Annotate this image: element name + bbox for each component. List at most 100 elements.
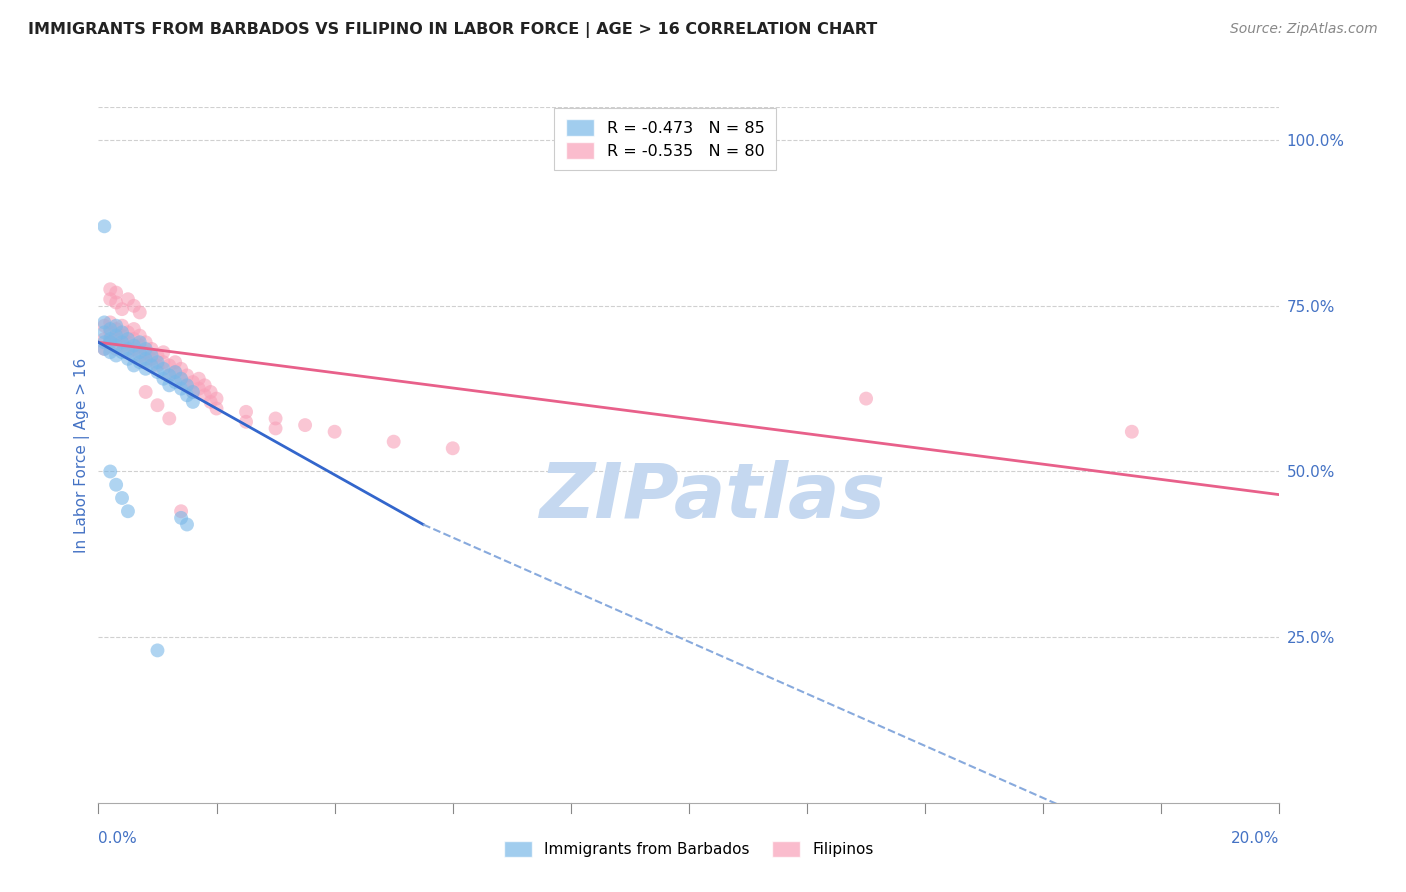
Point — [93, 326, 115, 340]
Point — [152, 361, 174, 376]
Point — [294, 418, 316, 433]
Point — [93, 335, 115, 350]
Point — [382, 434, 405, 449]
Point — [117, 332, 139, 346]
Point — [128, 305, 150, 319]
Point — [200, 395, 222, 409]
Point — [157, 378, 180, 392]
Point — [181, 384, 204, 399]
Point — [117, 292, 139, 306]
Point — [170, 511, 193, 525]
Point — [128, 349, 150, 363]
Point — [176, 378, 198, 392]
Point — [152, 355, 174, 369]
Point — [235, 405, 257, 419]
Point — [105, 285, 128, 300]
Point — [141, 359, 163, 373]
Text: IMMIGRANTS FROM BARBADOS VS FILIPINO IN LABOR FORCE | AGE > 16 CORRELATION CHART: IMMIGRANTS FROM BARBADOS VS FILIPINO IN … — [28, 22, 877, 38]
Point — [117, 342, 139, 356]
Point — [111, 345, 134, 359]
Point — [187, 372, 209, 386]
Point — [146, 355, 169, 369]
Point — [122, 338, 145, 352]
Point — [165, 365, 187, 379]
Point — [98, 326, 121, 340]
Point — [141, 342, 163, 356]
Point — [98, 315, 121, 329]
Point — [117, 345, 139, 359]
Point — [170, 372, 193, 386]
Point — [135, 361, 157, 376]
Point — [105, 477, 128, 491]
Point — [170, 361, 193, 376]
Point — [122, 349, 145, 363]
Point — [117, 351, 139, 366]
Point — [128, 355, 150, 369]
Point — [200, 384, 222, 399]
Point — [323, 425, 346, 439]
Point — [98, 282, 121, 296]
Point — [441, 442, 464, 456]
Point — [111, 328, 134, 343]
Point — [98, 332, 121, 346]
Point — [122, 299, 145, 313]
Point — [105, 342, 128, 356]
Point — [135, 335, 157, 350]
Point — [111, 326, 134, 340]
Point — [146, 349, 169, 363]
Point — [98, 322, 121, 336]
Point — [157, 411, 180, 425]
Point — [98, 465, 121, 479]
Point — [170, 372, 193, 386]
Point — [176, 368, 198, 383]
Point — [165, 355, 187, 369]
Point — [146, 643, 169, 657]
Point — [93, 219, 115, 234]
Point — [157, 359, 180, 373]
Point — [105, 349, 128, 363]
Text: 20.0%: 20.0% — [1232, 830, 1279, 846]
Point — [194, 378, 217, 392]
Point — [128, 345, 150, 359]
Point — [135, 345, 157, 359]
Point — [181, 395, 204, 409]
Point — [855, 392, 877, 406]
Point — [176, 517, 198, 532]
Point — [105, 338, 128, 352]
Point — [117, 504, 139, 518]
Point — [105, 332, 128, 346]
Point — [170, 504, 193, 518]
Legend: Immigrants from Barbados, Filipinos: Immigrants from Barbados, Filipinos — [496, 833, 882, 864]
Point — [141, 349, 163, 363]
Point — [146, 398, 169, 412]
Point — [235, 415, 257, 429]
Point — [98, 335, 121, 350]
Point — [181, 375, 204, 389]
Point — [264, 421, 287, 435]
Point — [128, 328, 150, 343]
Point — [117, 335, 139, 350]
Point — [176, 378, 198, 392]
Point — [105, 322, 128, 336]
Point — [205, 392, 228, 406]
Point — [122, 322, 145, 336]
Point — [111, 491, 134, 505]
Point — [157, 368, 180, 383]
Point — [170, 382, 193, 396]
Point — [122, 332, 145, 346]
Point — [135, 342, 157, 356]
Point — [128, 338, 150, 352]
Point — [111, 302, 134, 317]
Point — [105, 328, 128, 343]
Point — [152, 345, 174, 359]
Point — [111, 338, 134, 352]
Point — [98, 335, 121, 350]
Point — [135, 351, 157, 366]
Point — [165, 375, 187, 389]
Point — [122, 359, 145, 373]
Point — [117, 326, 139, 340]
Point — [157, 368, 180, 383]
Y-axis label: In Labor Force | Age > 16: In Labor Force | Age > 16 — [75, 358, 90, 552]
Point — [146, 359, 169, 373]
Point — [93, 342, 115, 356]
